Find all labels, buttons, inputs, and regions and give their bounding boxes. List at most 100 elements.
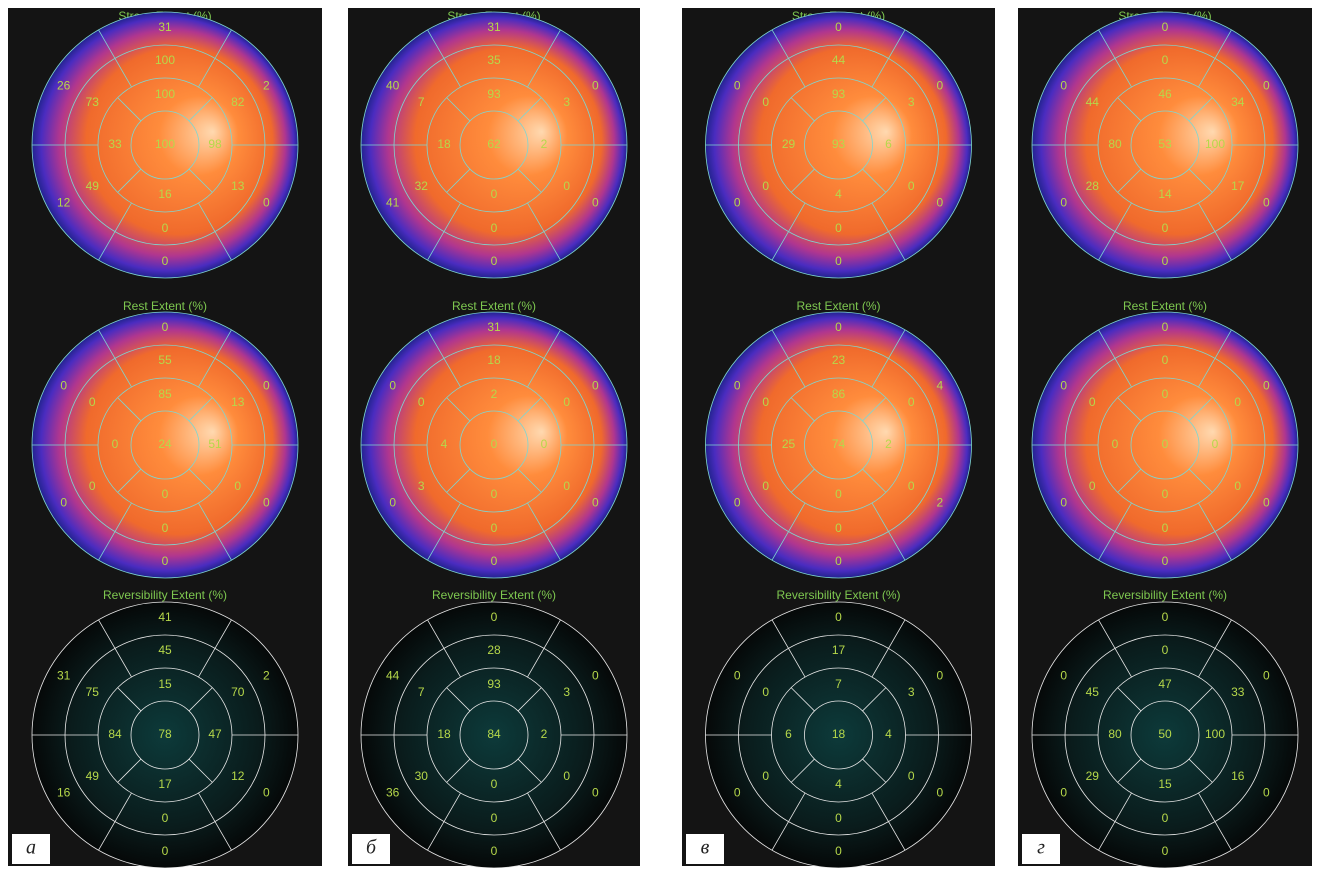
segment-value: 70 xyxy=(231,685,245,699)
segment-value: 82 xyxy=(231,95,245,109)
segment-value: 0 xyxy=(263,196,270,210)
segment-value: 0 xyxy=(908,179,915,193)
segment-value: 2 xyxy=(263,669,270,683)
segment-value: 0 xyxy=(1162,353,1169,367)
segment-value: 24 xyxy=(158,437,172,451)
segment-value: 33 xyxy=(1231,685,1245,699)
segment-value: 0 xyxy=(908,479,915,493)
segment-value: 0 xyxy=(835,254,842,268)
segment-value: 40 xyxy=(386,79,400,93)
segment-value: 4 xyxy=(441,437,448,451)
segment-value: 0 xyxy=(491,610,498,624)
segment-value: 100 xyxy=(1205,727,1225,741)
segment-value: 100 xyxy=(155,137,175,151)
segment-value: 4 xyxy=(835,777,842,791)
segment-value: 0 xyxy=(1162,320,1169,334)
segment-value: 31 xyxy=(158,20,172,34)
segment-value: 0 xyxy=(1162,554,1169,568)
segment-value: 0 xyxy=(491,487,498,501)
segment-value: 0 xyxy=(1263,786,1270,800)
segment-value: 0 xyxy=(389,496,396,510)
segment-value: 3 xyxy=(908,685,915,699)
map-title: Rest Extent (%) xyxy=(452,299,536,313)
segment-value: 0 xyxy=(491,187,498,201)
segment-value: 93 xyxy=(487,677,501,691)
segment-value: 6 xyxy=(885,137,892,151)
segment-value: 0 xyxy=(762,479,769,493)
segment-value: 0 xyxy=(1162,643,1169,657)
segment-value: 0 xyxy=(162,554,169,568)
segment-value: 0 xyxy=(936,196,943,210)
segment-value: 0 xyxy=(1162,53,1169,67)
segment-value: 31 xyxy=(487,320,501,334)
segment-value: 0 xyxy=(491,811,498,825)
segment-value: 0 xyxy=(389,379,396,393)
segment-value: 0 xyxy=(835,811,842,825)
segment-value: 51 xyxy=(208,437,222,451)
segment-value: 100 xyxy=(155,87,175,101)
segment-value: 3 xyxy=(563,95,570,109)
segment-value: 0 xyxy=(89,479,96,493)
segment-value: 45 xyxy=(1086,685,1100,699)
segment-value: 2 xyxy=(936,496,943,510)
segment-value: 0 xyxy=(835,20,842,34)
segment-value: 0 xyxy=(734,79,741,93)
segment-value: 93 xyxy=(487,87,501,101)
segment-value: 0 xyxy=(491,254,498,268)
segment-value: 0 xyxy=(835,521,842,535)
segment-value: 49 xyxy=(86,769,100,783)
segment-value: 86 xyxy=(832,387,846,401)
segment-value: 0 xyxy=(1060,79,1067,93)
segment-value: 0 xyxy=(734,786,741,800)
segment-value: 3 xyxy=(418,479,425,493)
segment-value: 0 xyxy=(1162,254,1169,268)
segment-value: 93 xyxy=(832,137,846,151)
segment-value: 0 xyxy=(1060,669,1067,683)
segment-value: 44 xyxy=(386,669,400,683)
segment-value: 0 xyxy=(1162,487,1169,501)
segment-value: 0 xyxy=(1162,610,1169,624)
map-title: Rest Extent (%) xyxy=(796,299,880,313)
panel-letter: в xyxy=(701,837,710,859)
segment-value: 0 xyxy=(162,487,169,501)
segment-value: 0 xyxy=(734,669,741,683)
segment-value: 29 xyxy=(1086,769,1100,783)
segment-value: 80 xyxy=(1108,727,1122,741)
segment-value: 14 xyxy=(1158,187,1172,201)
figure: Stress Extent (%)31200122610082130497310… xyxy=(0,0,1319,868)
segment-value: 0 xyxy=(563,479,570,493)
segment-value: 23 xyxy=(832,353,846,367)
segment-value: 0 xyxy=(162,521,169,535)
segment-value: 0 xyxy=(936,669,943,683)
segment-value: 36 xyxy=(386,786,400,800)
segment-value: 0 xyxy=(162,254,169,268)
segment-value: 44 xyxy=(832,53,846,67)
segment-value: 13 xyxy=(231,179,245,193)
segment-value: 2 xyxy=(263,79,270,93)
segment-value: 28 xyxy=(487,643,501,657)
segment-value: 0 xyxy=(908,395,915,409)
segment-value: 0 xyxy=(1162,387,1169,401)
segment-value: 35 xyxy=(487,53,501,67)
segment-value: 7 xyxy=(418,95,425,109)
segment-value: 0 xyxy=(1089,479,1096,493)
segment-value: 0 xyxy=(541,437,548,451)
map-title: Reversibility Extent (%) xyxy=(776,588,900,602)
segment-value: 33 xyxy=(108,137,122,151)
segment-value: 15 xyxy=(1158,777,1172,791)
segment-value: 30 xyxy=(415,769,429,783)
segment-value: 0 xyxy=(491,554,498,568)
segment-value: 0 xyxy=(908,769,915,783)
segment-value: 31 xyxy=(487,20,501,34)
segment-value: 4 xyxy=(835,187,842,201)
segment-value: 18 xyxy=(437,727,451,741)
segment-value: 0 xyxy=(1263,196,1270,210)
segment-value: 0 xyxy=(1112,437,1119,451)
segment-value: 29 xyxy=(782,137,796,151)
segment-value: 85 xyxy=(158,387,172,401)
segment-value: 0 xyxy=(835,844,842,858)
segment-value: 55 xyxy=(158,353,172,367)
segment-value: 3 xyxy=(563,685,570,699)
segment-value: 0 xyxy=(162,844,169,858)
segment-value: 0 xyxy=(592,496,599,510)
